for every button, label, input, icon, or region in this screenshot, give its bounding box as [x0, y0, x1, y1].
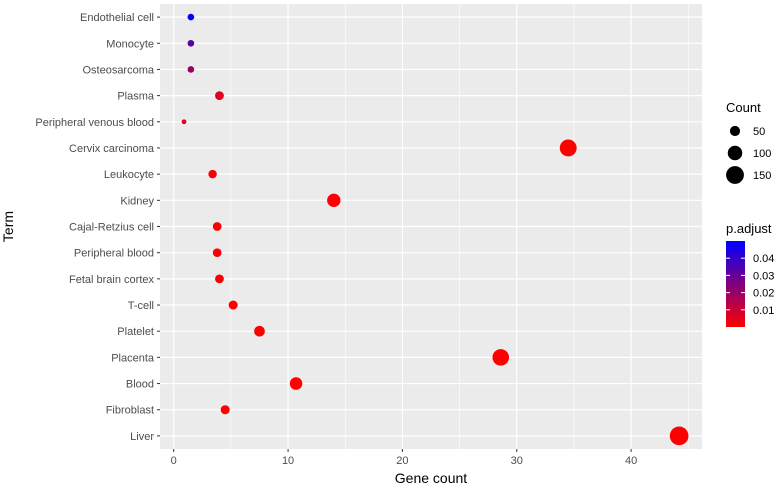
data-point	[208, 169, 217, 179]
data-point	[187, 39, 195, 47]
data-point	[289, 377, 303, 390]
data-point	[215, 91, 224, 101]
y-tick-label: Fetal brain cortex	[69, 274, 154, 286]
x-axis-title: Gene count	[395, 470, 467, 486]
y-tick-label: Monocyte	[106, 38, 154, 50]
data-point	[254, 325, 265, 337]
data-point	[212, 222, 222, 231]
y-tick-label: Osteosarcoma	[82, 64, 154, 76]
data-point	[187, 13, 195, 21]
y-tick-label: Cervix carcinoma	[69, 143, 155, 155]
y-tick-label: Peripheral blood	[74, 248, 154, 260]
y-tick-label: Liver	[130, 431, 154, 443]
x-tick-label: 10	[282, 455, 294, 467]
y-tick-label: Endothelial cell	[80, 12, 154, 24]
data-point	[559, 139, 577, 157]
color-legend-label: 0.01	[753, 305, 774, 317]
data-point	[327, 193, 341, 207]
data-point	[181, 119, 187, 125]
y-axis-title: Term	[0, 211, 16, 242]
size-legend-dot	[729, 125, 741, 137]
color-legend-label: 0.04	[753, 253, 774, 265]
size-legend-label: 100	[753, 148, 771, 160]
color-legend-label: 0.03	[753, 270, 774, 282]
y-tick-label: Leukocyte	[104, 169, 154, 181]
x-tick-label: 40	[625, 455, 637, 467]
y-tick-label: Placenta	[111, 352, 155, 364]
data-point	[220, 405, 230, 415]
y-tick-label: Cajal-Retzius cell	[69, 222, 154, 234]
y-tick-label: Blood	[126, 379, 154, 391]
data-point	[492, 349, 510, 366]
data-point	[215, 274, 224, 284]
x-tick-label: 0	[171, 455, 177, 467]
data-point	[228, 300, 238, 310]
color-legend-bar	[726, 241, 745, 327]
color-legend-label: 0.02	[753, 288, 774, 300]
data-point	[669, 426, 689, 446]
size-legend-dot	[727, 145, 743, 161]
y-tick-label: Kidney	[120, 195, 154, 207]
x-tick-label: 20	[396, 455, 408, 467]
y-tick-label: Fibroblast	[106, 405, 154, 417]
size-legend-label: 150	[753, 170, 771, 182]
y-tick-label: Plasma	[117, 91, 155, 103]
data-point	[212, 248, 222, 258]
x-tick-label: 30	[511, 455, 523, 467]
y-tick-label: Peripheral venous blood	[35, 117, 154, 129]
y-tick-label: Platelet	[117, 326, 154, 338]
y-tick-label: T-cell	[128, 300, 154, 312]
size-legend-label: 50	[753, 126, 765, 138]
size-legend-title: Count	[726, 100, 761, 115]
color-legend-title: p.adjust	[726, 221, 772, 236]
data-point	[187, 66, 195, 73]
size-legend-dot	[726, 166, 744, 184]
